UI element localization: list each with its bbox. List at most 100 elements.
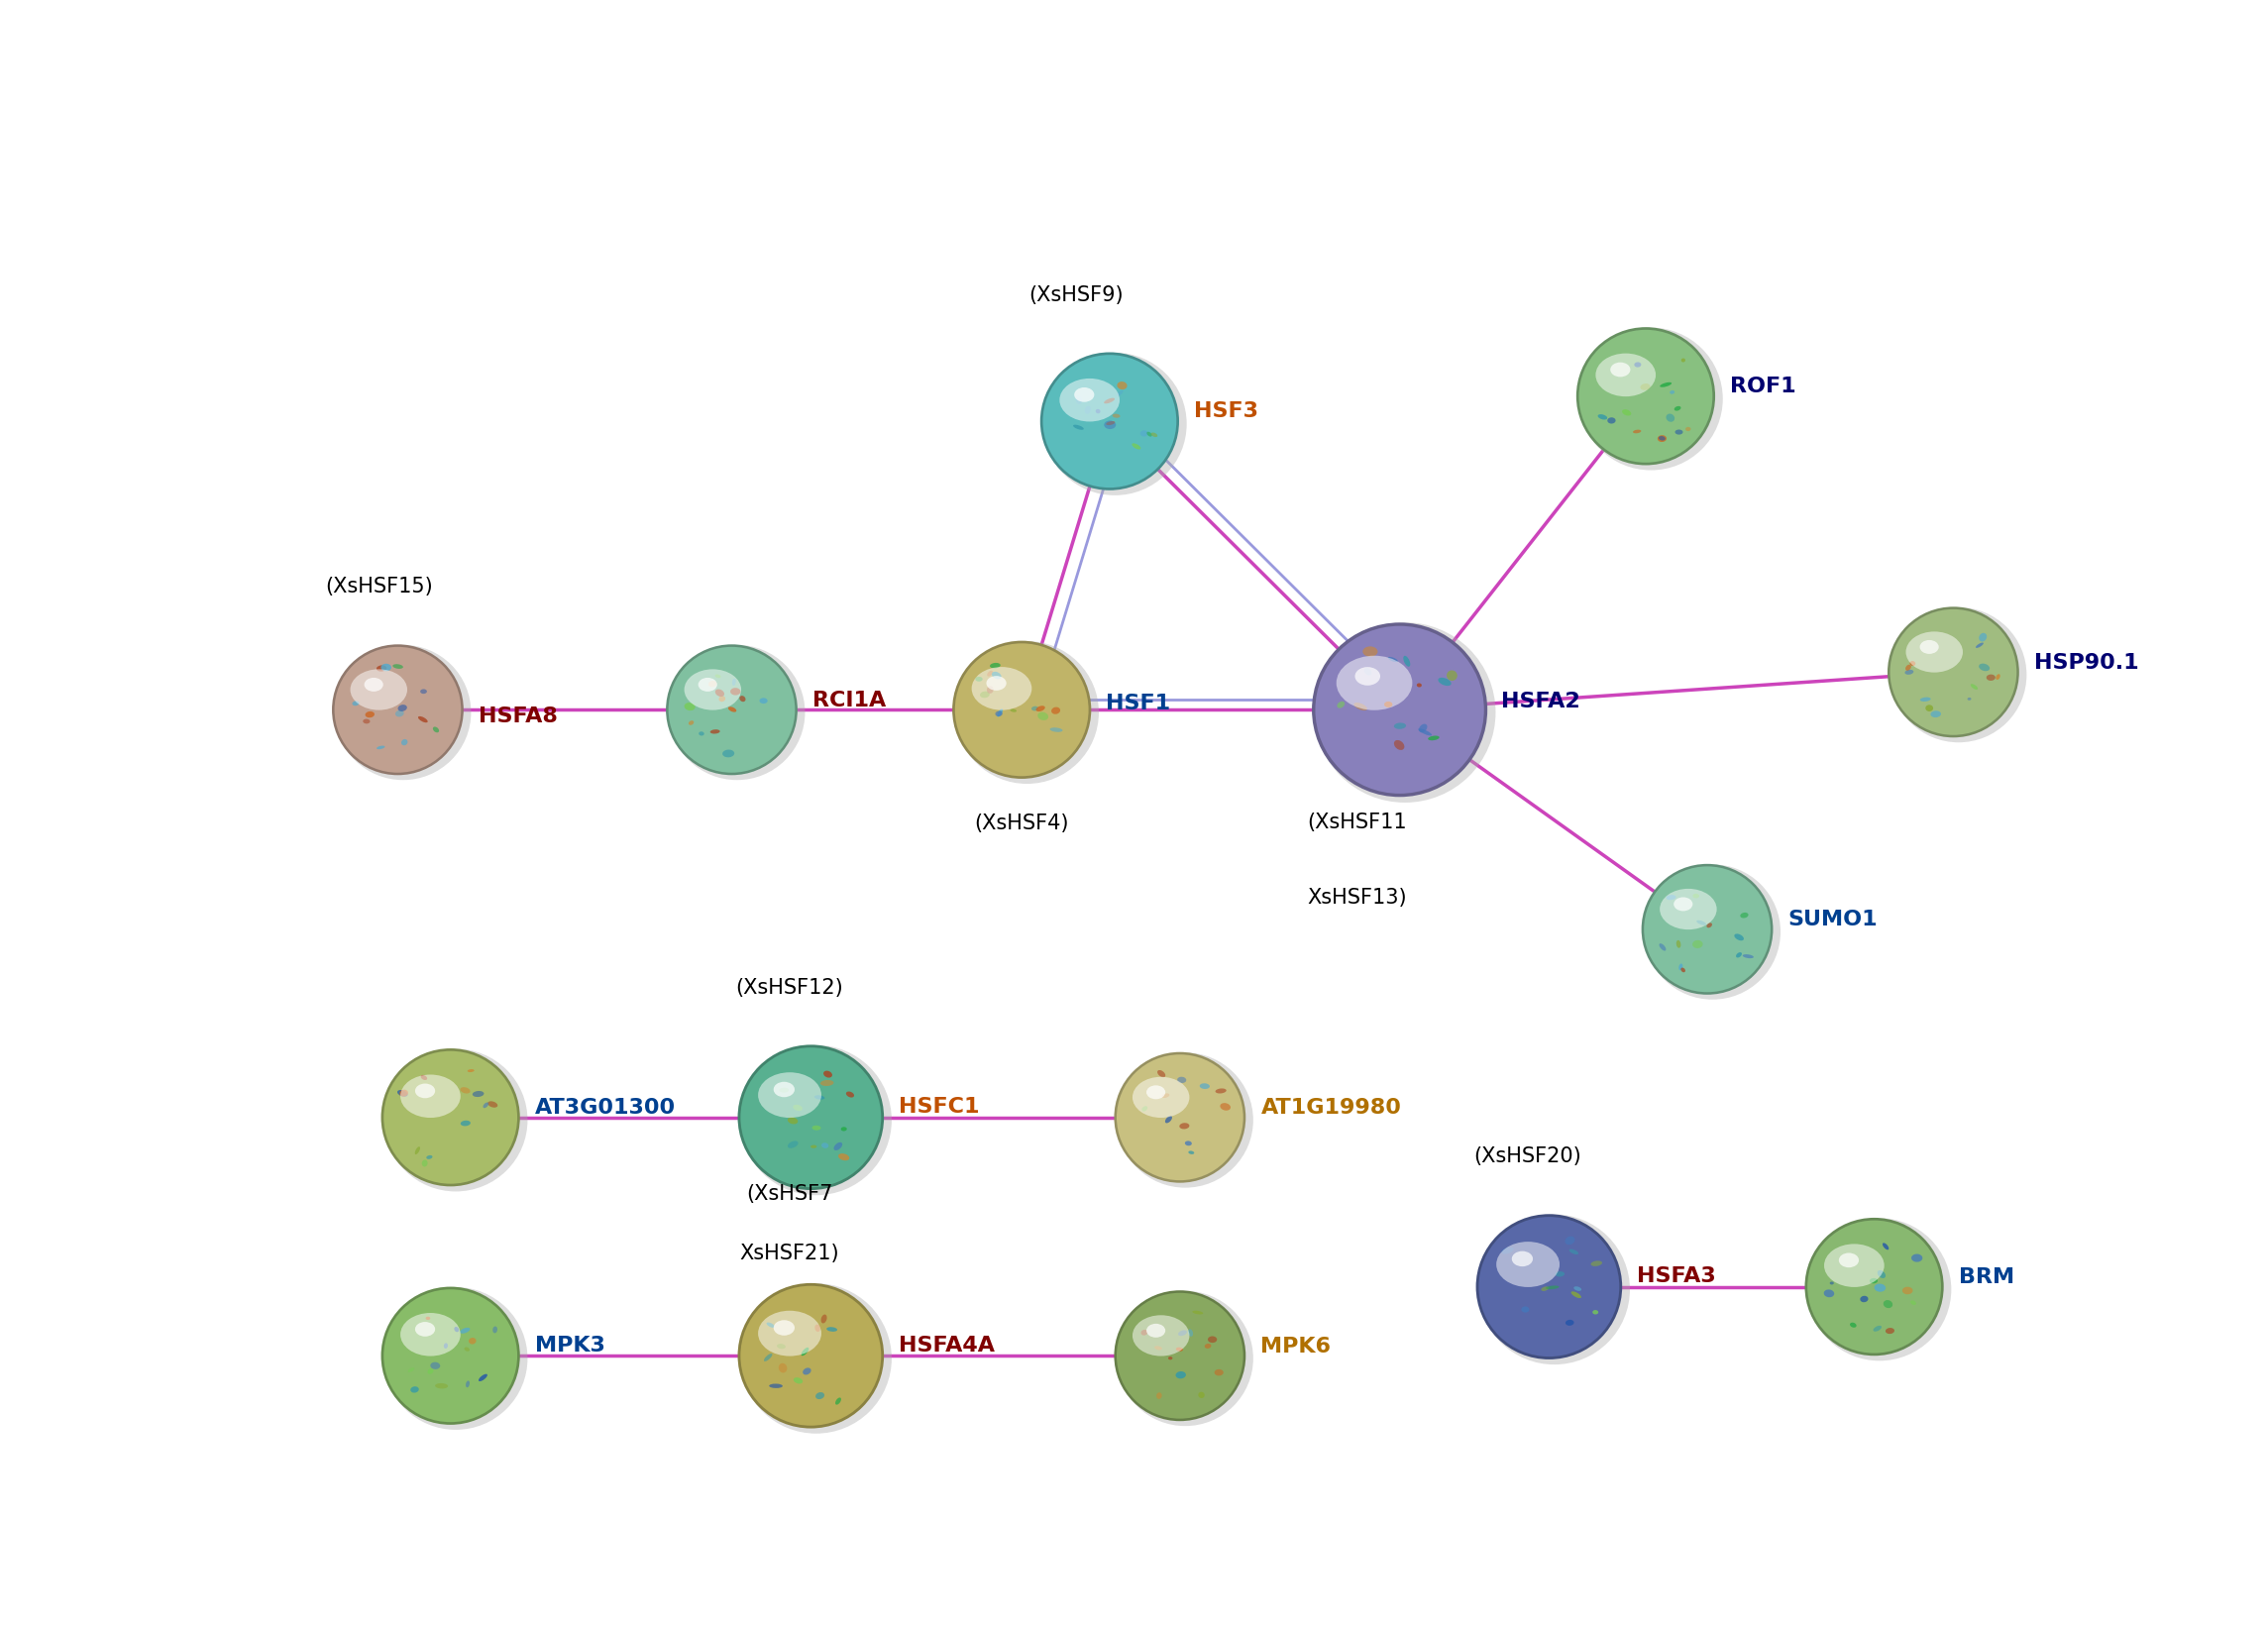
- Text: XsHSF21): XsHSF21): [739, 1243, 839, 1264]
- Text: HSFA2: HSFA2: [1501, 691, 1581, 712]
- Ellipse shape: [1476, 1214, 1622, 1359]
- Ellipse shape: [1114, 1052, 1245, 1183]
- Ellipse shape: [376, 665, 386, 671]
- Ellipse shape: [1105, 420, 1116, 428]
- Text: HSFA3: HSFA3: [1637, 1266, 1717, 1287]
- Ellipse shape: [778, 1363, 787, 1373]
- Ellipse shape: [773, 1082, 794, 1098]
- Ellipse shape: [1565, 1319, 1574, 1326]
- Ellipse shape: [433, 727, 440, 733]
- Ellipse shape: [1685, 427, 1692, 432]
- Ellipse shape: [1336, 656, 1413, 710]
- Ellipse shape: [733, 679, 735, 686]
- Ellipse shape: [1610, 362, 1631, 376]
- Text: HSF3: HSF3: [1193, 401, 1259, 422]
- Ellipse shape: [352, 700, 358, 705]
- Ellipse shape: [814, 1095, 826, 1100]
- Ellipse shape: [1574, 1287, 1581, 1290]
- Ellipse shape: [699, 678, 717, 692]
- Ellipse shape: [1921, 697, 1930, 702]
- Ellipse shape: [719, 696, 726, 702]
- Text: HSF1: HSF1: [1107, 694, 1170, 714]
- Ellipse shape: [1678, 964, 1683, 971]
- Text: HSFC1: HSFC1: [898, 1096, 980, 1117]
- Ellipse shape: [1354, 666, 1381, 686]
- Ellipse shape: [415, 1083, 435, 1098]
- Ellipse shape: [1658, 437, 1665, 440]
- Ellipse shape: [1084, 406, 1091, 414]
- Ellipse shape: [331, 645, 463, 775]
- Ellipse shape: [1395, 740, 1404, 749]
- Ellipse shape: [1161, 1093, 1170, 1098]
- Ellipse shape: [739, 696, 746, 702]
- Ellipse shape: [1032, 707, 1039, 710]
- Ellipse shape: [1166, 1116, 1173, 1122]
- Ellipse shape: [381, 1049, 519, 1186]
- Ellipse shape: [483, 1103, 488, 1108]
- Ellipse shape: [1674, 406, 1681, 411]
- Ellipse shape: [1075, 396, 1082, 404]
- Ellipse shape: [1660, 383, 1672, 388]
- Ellipse shape: [1905, 670, 1914, 674]
- Ellipse shape: [714, 689, 723, 697]
- Ellipse shape: [381, 1287, 519, 1425]
- Text: HSP90.1: HSP90.1: [2034, 653, 2139, 673]
- Text: HSFA4A: HSFA4A: [898, 1336, 996, 1355]
- Ellipse shape: [1141, 1329, 1148, 1336]
- Ellipse shape: [1311, 622, 1488, 797]
- Ellipse shape: [835, 1398, 841, 1404]
- Ellipse shape: [1910, 661, 1916, 666]
- Ellipse shape: [1118, 1052, 1254, 1188]
- Text: (XsHSF15): (XsHSF15): [324, 577, 433, 596]
- Text: HSFA8: HSFA8: [479, 705, 558, 727]
- Ellipse shape: [1039, 712, 1048, 720]
- Ellipse shape: [1132, 443, 1141, 450]
- Ellipse shape: [787, 1117, 798, 1124]
- Ellipse shape: [667, 645, 798, 775]
- Ellipse shape: [794, 1378, 803, 1383]
- Ellipse shape: [1354, 702, 1368, 710]
- Ellipse shape: [1009, 709, 1016, 712]
- Ellipse shape: [1420, 723, 1427, 733]
- Ellipse shape: [383, 1287, 528, 1430]
- Ellipse shape: [336, 645, 472, 780]
- Ellipse shape: [764, 1354, 773, 1362]
- Text: (XsHSF11: (XsHSF11: [1309, 813, 1408, 832]
- Ellipse shape: [1184, 1140, 1191, 1145]
- Ellipse shape: [1640, 383, 1651, 391]
- Ellipse shape: [769, 1383, 782, 1388]
- Ellipse shape: [1204, 1344, 1211, 1349]
- Ellipse shape: [699, 731, 703, 736]
- Ellipse shape: [1576, 327, 1715, 466]
- Ellipse shape: [987, 671, 993, 676]
- Ellipse shape: [1823, 1290, 1835, 1297]
- Ellipse shape: [685, 670, 742, 710]
- Ellipse shape: [1095, 409, 1100, 414]
- Ellipse shape: [1878, 1271, 1885, 1279]
- Ellipse shape: [1873, 1284, 1885, 1292]
- Ellipse shape: [445, 1342, 447, 1349]
- Text: RCI1A: RCI1A: [812, 691, 887, 710]
- Ellipse shape: [780, 1088, 789, 1093]
- Ellipse shape: [1869, 1279, 1878, 1284]
- Ellipse shape: [723, 749, 735, 757]
- Ellipse shape: [1213, 1370, 1222, 1377]
- Ellipse shape: [1590, 1261, 1601, 1266]
- Ellipse shape: [1105, 397, 1114, 404]
- Ellipse shape: [1971, 684, 1978, 689]
- Ellipse shape: [1660, 889, 1717, 930]
- Ellipse shape: [429, 1368, 433, 1375]
- Text: BRM: BRM: [1960, 1267, 2014, 1287]
- Ellipse shape: [1740, 912, 1749, 919]
- Ellipse shape: [1980, 663, 1989, 671]
- Ellipse shape: [383, 1290, 517, 1422]
- Ellipse shape: [1418, 728, 1431, 736]
- Ellipse shape: [987, 686, 993, 694]
- Ellipse shape: [1592, 1310, 1599, 1315]
- Ellipse shape: [1882, 1243, 1889, 1249]
- Ellipse shape: [1735, 933, 1744, 940]
- Ellipse shape: [841, 1127, 846, 1131]
- Ellipse shape: [333, 647, 460, 772]
- Ellipse shape: [1059, 378, 1120, 422]
- Ellipse shape: [971, 666, 1032, 710]
